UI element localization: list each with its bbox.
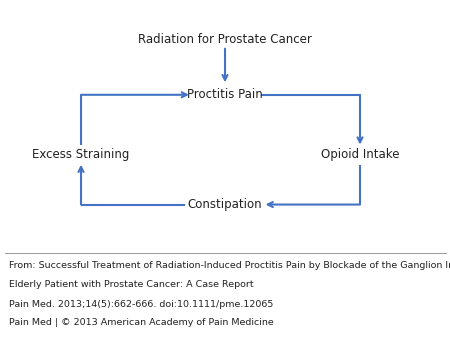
Text: Radiation for Prostate Cancer: Radiation for Prostate Cancer <box>138 33 312 46</box>
Text: From: Successful Treatment of Radiation-Induced Proctitis Pain by Blockade of th: From: Successful Treatment of Radiation-… <box>9 261 450 270</box>
Text: Pain Med | © 2013 American Academy of Pain Medicine: Pain Med | © 2013 American Academy of Pa… <box>9 318 274 327</box>
Text: Opioid Intake: Opioid Intake <box>321 148 399 161</box>
Text: Constipation: Constipation <box>188 198 262 211</box>
Text: Elderly Patient with Prostate Cancer: A Case Report: Elderly Patient with Prostate Cancer: A … <box>9 280 254 289</box>
Text: Proctitis Pain: Proctitis Pain <box>187 88 263 101</box>
Text: Excess Straining: Excess Straining <box>32 148 130 161</box>
Text: Pain Med. 2013;14(5):662-666. doi:10.1111/pme.12065: Pain Med. 2013;14(5):662-666. doi:10.111… <box>9 300 274 309</box>
